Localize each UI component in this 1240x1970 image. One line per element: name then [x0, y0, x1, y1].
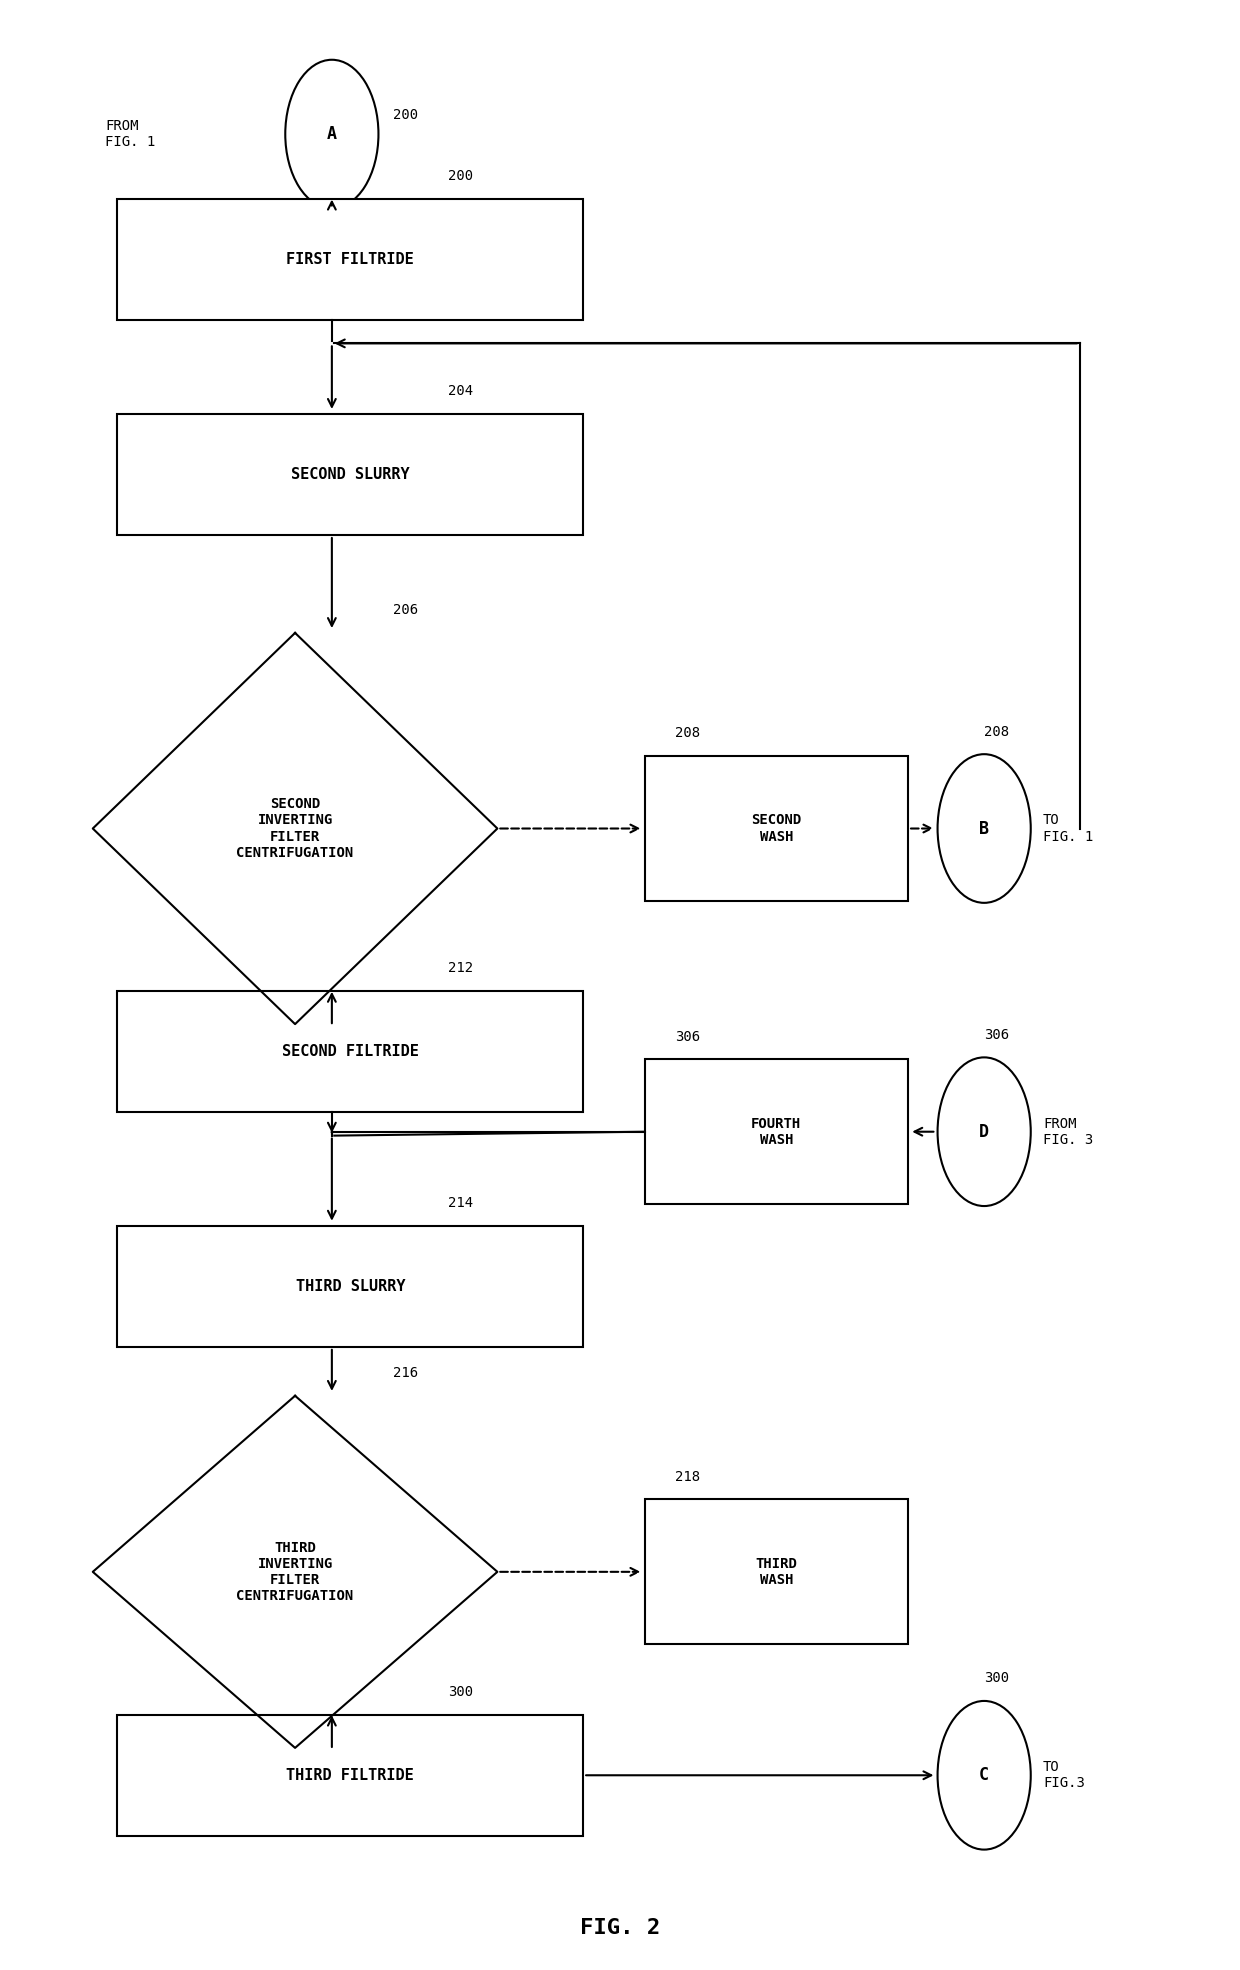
FancyBboxPatch shape: [118, 991, 583, 1113]
Text: SECOND SLURRY: SECOND SLURRY: [291, 467, 409, 483]
Text: 216: 216: [393, 1365, 418, 1381]
FancyBboxPatch shape: [645, 1499, 908, 1645]
Text: 208: 208: [675, 727, 701, 741]
Text: 212: 212: [449, 961, 474, 975]
Text: TO
FIG. 1: TO FIG. 1: [1043, 814, 1094, 843]
Circle shape: [937, 1058, 1030, 1206]
FancyBboxPatch shape: [645, 1060, 908, 1204]
Text: 208: 208: [985, 725, 1009, 739]
Circle shape: [285, 59, 378, 209]
Text: SECOND
INVERTING
FILTER
CENTRIFUGATION: SECOND INVERTING FILTER CENTRIFUGATION: [237, 798, 353, 859]
FancyBboxPatch shape: [118, 199, 583, 319]
Text: 200: 200: [449, 169, 474, 183]
Circle shape: [937, 1700, 1030, 1850]
Text: SECOND
WASH: SECOND WASH: [751, 814, 801, 843]
Text: A: A: [327, 124, 337, 144]
Circle shape: [937, 755, 1030, 902]
Text: 218: 218: [675, 1470, 701, 1483]
Text: 306: 306: [675, 1030, 701, 1044]
Text: THIRD
INVERTING
FILTER
CENTRIFUGATION: THIRD INVERTING FILTER CENTRIFUGATION: [237, 1541, 353, 1604]
Text: TO
FIG.3: TO FIG.3: [1043, 1759, 1085, 1791]
Text: FIRST FILTRIDE: FIRST FILTRIDE: [286, 252, 414, 266]
Text: FIG. 2: FIG. 2: [580, 1919, 660, 1938]
Text: FOURTH
WASH: FOURTH WASH: [751, 1117, 801, 1147]
FancyBboxPatch shape: [118, 1225, 583, 1347]
Text: THIRD FILTRIDE: THIRD FILTRIDE: [286, 1767, 414, 1783]
Text: FROM
FIG. 3: FROM FIG. 3: [1043, 1117, 1094, 1147]
FancyBboxPatch shape: [118, 1714, 583, 1836]
Text: 200: 200: [393, 108, 418, 122]
Text: 206: 206: [393, 603, 418, 617]
Text: 300: 300: [449, 1684, 474, 1698]
Text: THIRD
WASH: THIRD WASH: [755, 1556, 797, 1588]
FancyBboxPatch shape: [645, 756, 908, 900]
Text: FROM
FIG. 1: FROM FIG. 1: [105, 118, 155, 150]
FancyBboxPatch shape: [118, 414, 583, 536]
Text: D: D: [980, 1123, 990, 1141]
Text: 306: 306: [985, 1028, 1009, 1042]
Text: SECOND FILTRIDE: SECOND FILTRIDE: [281, 1044, 419, 1060]
Text: B: B: [980, 820, 990, 837]
Text: THIRD SLURRY: THIRD SLURRY: [295, 1279, 405, 1294]
Text: C: C: [980, 1767, 990, 1785]
Text: 300: 300: [985, 1671, 1009, 1684]
Text: 214: 214: [449, 1196, 474, 1210]
Text: 204: 204: [449, 384, 474, 398]
